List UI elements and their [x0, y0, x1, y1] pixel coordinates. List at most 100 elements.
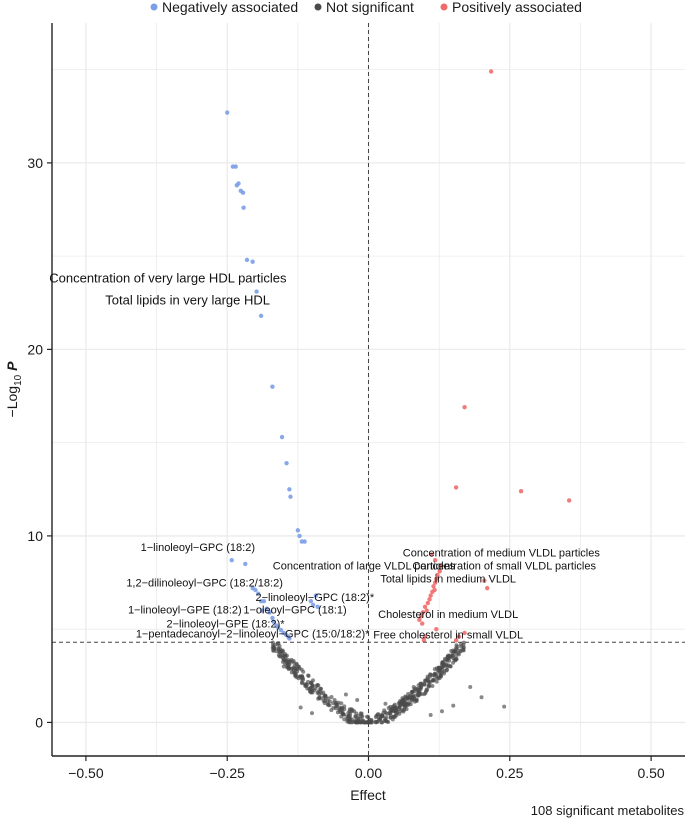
point-not-significant [400, 708, 405, 713]
y-tick-label: 30 [27, 155, 43, 171]
point-positive [435, 572, 440, 578]
point-positive [428, 593, 433, 598]
point-positive [488, 69, 494, 74]
point-not-significant [416, 693, 421, 698]
point-not-significant [347, 718, 352, 723]
point-not-significant [390, 708, 395, 713]
point-not-significant [277, 649, 282, 654]
point-not-significant [373, 720, 378, 725]
point-label: 1−oleoyl−GPC (18:1) [243, 604, 346, 616]
point-label: Free cholesterol in small VLDL [373, 629, 523, 641]
point-negative [261, 598, 267, 604]
point-negative [288, 494, 293, 499]
point-negative [256, 591, 261, 596]
point-not-significant [283, 654, 288, 659]
point-not-significant [300, 674, 305, 679]
point-not-significant [281, 649, 286, 654]
point-negative [229, 557, 234, 563]
point-negative [241, 205, 246, 210]
point-not-significant [332, 698, 337, 703]
point-negative [271, 619, 276, 624]
point-not-significant [410, 695, 415, 700]
point-not-significant [343, 692, 348, 697]
point-not-significant [459, 644, 464, 649]
point-negative [308, 598, 314, 604]
point-label: 1,2−dilinoleoyl−GPC (18:2/18:2) [126, 577, 283, 589]
point-not-significant [382, 708, 387, 713]
point-not-significant [412, 699, 417, 704]
point-not-significant [314, 683, 319, 688]
point-not-significant [316, 696, 321, 701]
point-not-significant [321, 690, 326, 695]
point-not-significant [439, 709, 444, 714]
point-positive [430, 589, 435, 595]
x-tick-label: −0.25 [209, 765, 245, 781]
threshold-lines [52, 23, 685, 756]
point-not-significant [356, 719, 361, 724]
point-positive [421, 638, 427, 643]
point-not-significant [434, 679, 439, 684]
y-tick-label: 10 [27, 528, 43, 544]
point-not-significant [349, 707, 354, 712]
point-positive [424, 608, 429, 613]
point-not-significant [289, 666, 294, 671]
point-not-significant [383, 701, 388, 706]
point-positive [427, 597, 432, 602]
data-points [225, 69, 572, 725]
point-negative [253, 587, 258, 593]
point-not-significant [411, 684, 416, 689]
point-not-significant [422, 692, 427, 697]
x-axis-title: Effect [350, 787, 386, 803]
point-not-significant [339, 701, 344, 706]
point-label: 1−linoleoyl−GPC (18:2) [141, 542, 255, 554]
point-not-significant [400, 696, 405, 701]
point-negative [287, 487, 292, 492]
point-not-significant [322, 701, 327, 706]
point-positive [434, 576, 439, 582]
point-not-significant [281, 664, 286, 669]
point-not-significant [393, 711, 398, 716]
point-label: Concentration of large VLDL particles [273, 560, 456, 572]
point-not-significant [300, 681, 305, 686]
point-not-significant [399, 699, 404, 704]
point-not-significant [312, 688, 317, 693]
point-label: 1−pentadecanoyl−2−linoleoyl−GPC (15:0/18… [136, 629, 370, 641]
point-positive [422, 634, 428, 639]
point-positive [419, 621, 425, 626]
point-label: Cholesterol in medium VLDL [378, 609, 518, 621]
point-not-significant [437, 670, 442, 675]
point-not-significant [319, 686, 324, 691]
point-not-significant [369, 718, 374, 723]
point-not-significant [454, 643, 459, 648]
point-not-significant [451, 703, 456, 708]
point-positive [453, 485, 459, 490]
point-not-significant [358, 711, 363, 716]
point-label: Concentration of medium VLDL particles [403, 547, 601, 559]
point-not-significant [346, 711, 351, 716]
point-negative [250, 259, 255, 264]
point-not-significant [298, 705, 303, 710]
point-label: 2−linoleoyl−GPE (18:2)* [167, 618, 286, 630]
legend-label: Positively associated [452, 0, 582, 15]
point-not-significant [289, 657, 294, 662]
x-tick-label: 0.50 [637, 765, 664, 781]
point-negative [233, 164, 238, 169]
point-positive [437, 569, 442, 574]
point-negative [287, 636, 292, 641]
point-positive [462, 405, 467, 410]
point-not-significant [428, 712, 433, 717]
point-not-significant [383, 719, 388, 724]
point-positive [518, 488, 524, 494]
point-not-significant [379, 720, 384, 725]
point-not-significant [428, 672, 433, 677]
point-not-significant [285, 661, 290, 666]
x-tick-label: 0.00 [355, 765, 382, 781]
point-not-significant [431, 677, 436, 682]
x-tick-label: 0.25 [496, 765, 523, 781]
point-not-significant [439, 663, 444, 668]
point-not-significant [392, 714, 397, 719]
point-not-significant [301, 669, 306, 674]
point-not-significant [424, 687, 429, 692]
point-positive [462, 630, 467, 636]
point-not-significant [452, 657, 457, 662]
